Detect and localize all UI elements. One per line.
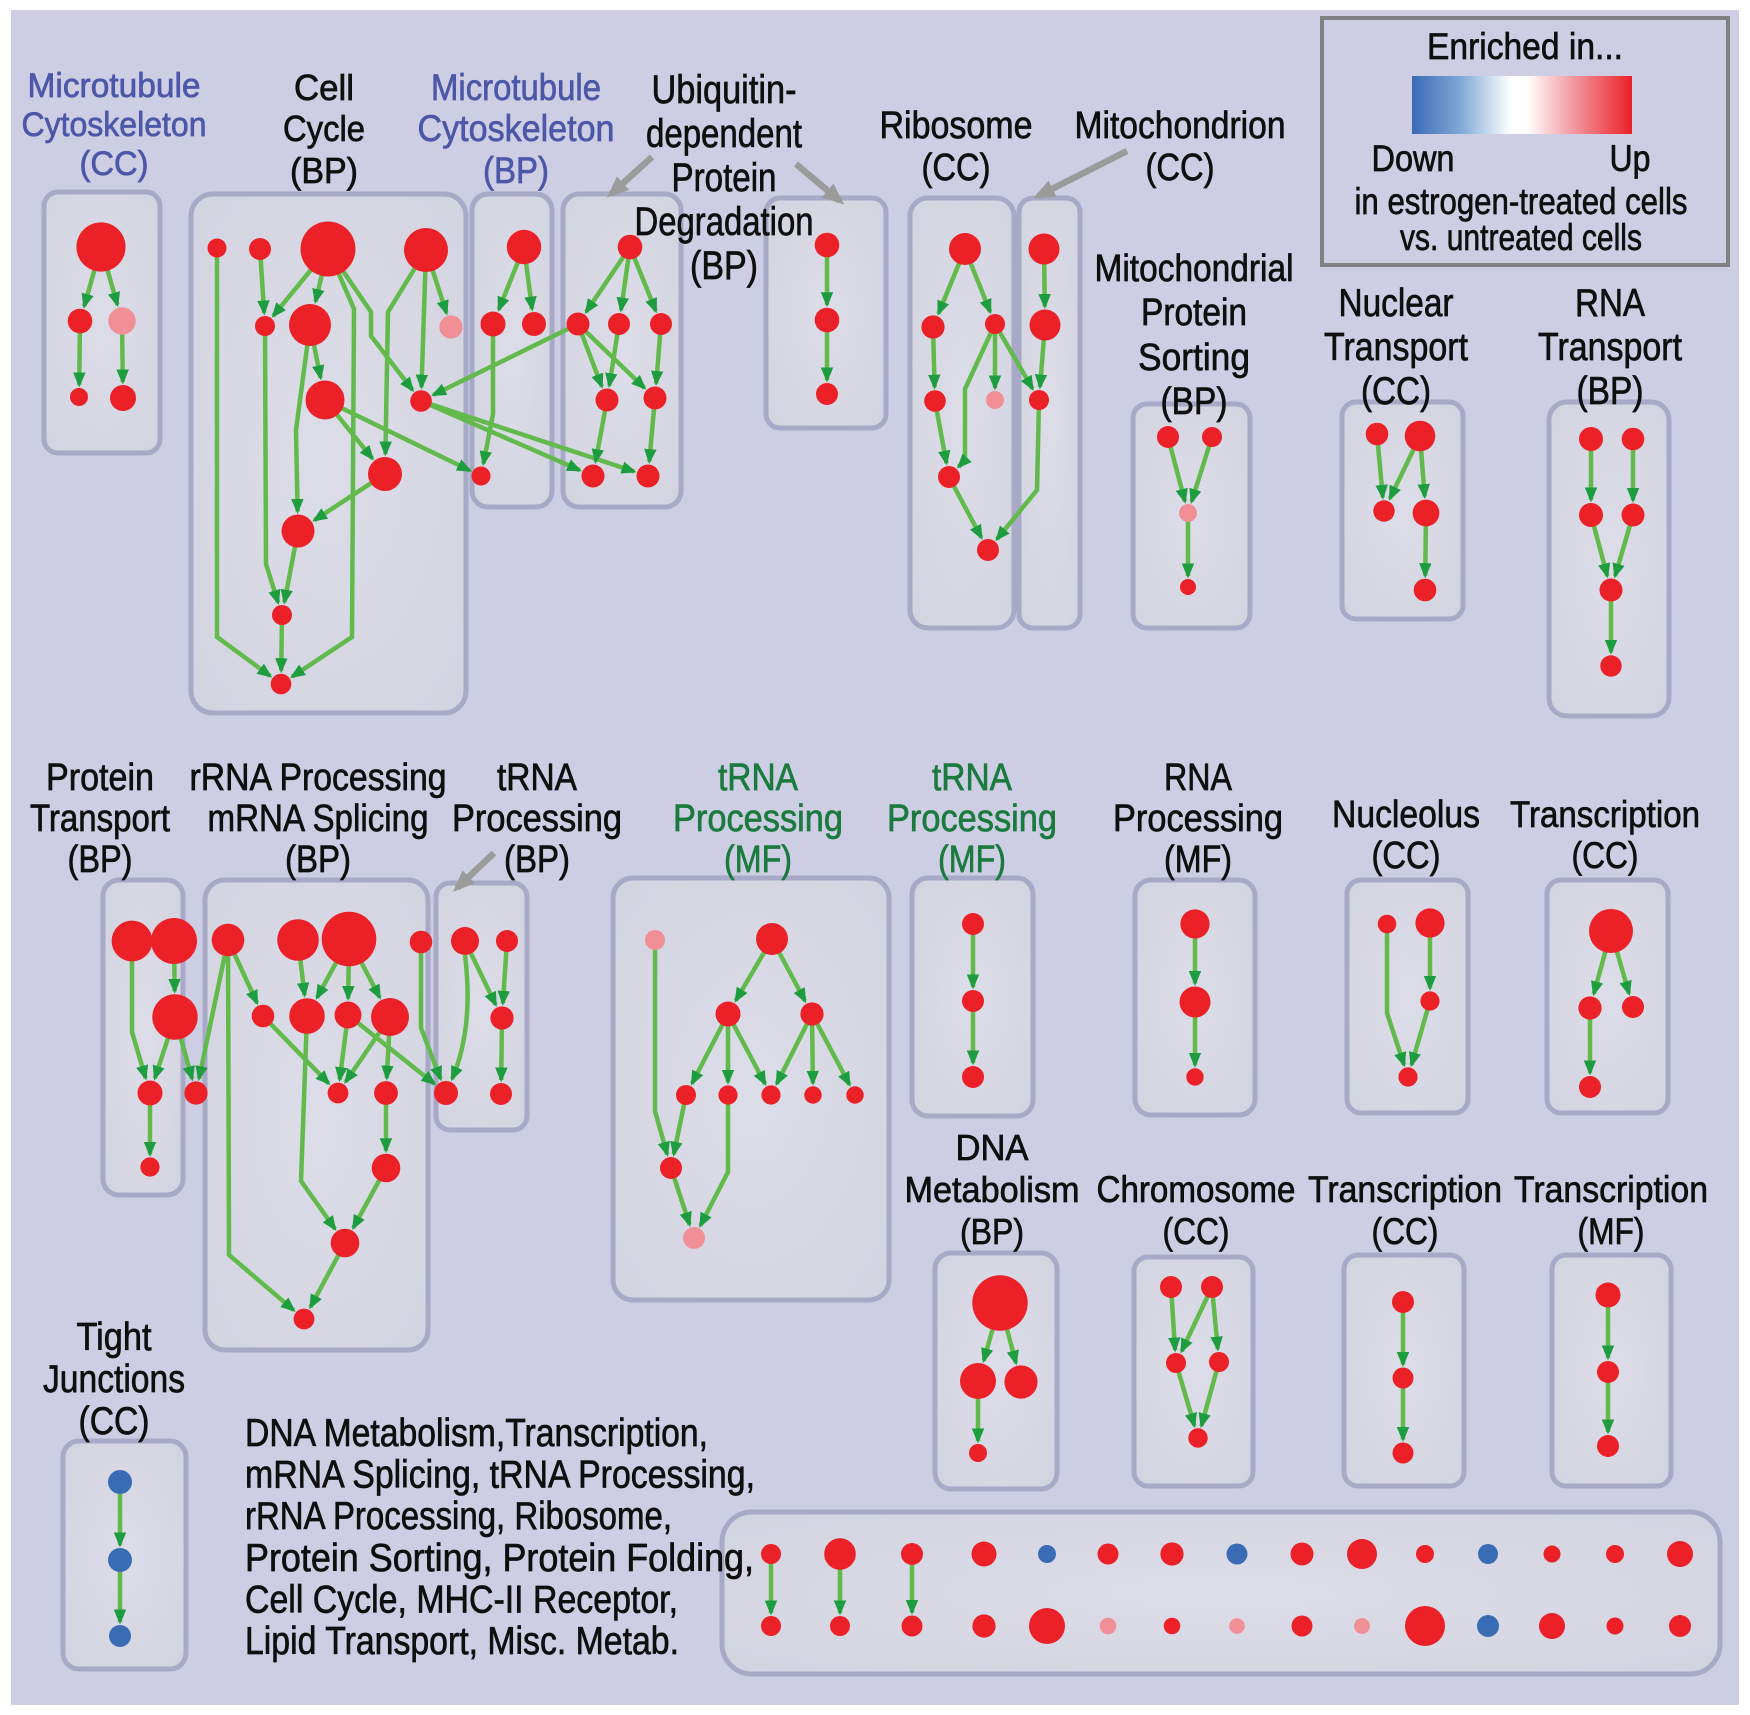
svg-text:(BP): (BP): [68, 839, 133, 881]
svg-text:Nucleolus: Nucleolus: [1332, 794, 1480, 836]
svg-text:Junctions: Junctions: [43, 1358, 185, 1401]
svg-text:(CC): (CC): [1361, 370, 1431, 413]
svg-text:Processing: Processing: [673, 798, 843, 840]
svg-text:Processing: Processing: [887, 798, 1057, 840]
svg-text:mRNA Splicing: mRNA Splicing: [208, 798, 429, 840]
svg-text:mRNA Splicing, tRNA Processing: mRNA Splicing, tRNA Processing,: [245, 1454, 755, 1497]
svg-text:(BP): (BP): [1161, 381, 1228, 423]
svg-text:RNA: RNA: [1575, 282, 1645, 325]
svg-text:(BP): (BP): [483, 150, 549, 191]
svg-text:Lipid Transport, Misc. Metab.: Lipid Transport, Misc. Metab.: [245, 1620, 679, 1663]
svg-text:Mitochondrion: Mitochondrion: [1075, 105, 1286, 147]
svg-text:(MF): (MF): [1164, 839, 1232, 881]
svg-text:Transport: Transport: [30, 798, 170, 840]
svg-text:Protein: Protein: [672, 156, 777, 200]
svg-text:Cycle: Cycle: [283, 108, 365, 149]
svg-text:Down: Down: [1372, 138, 1455, 179]
svg-text:vs. untreated cells: vs. untreated cells: [1400, 217, 1642, 258]
svg-text:Ubiquitin-: Ubiquitin-: [652, 68, 797, 112]
svg-text:dependent: dependent: [646, 112, 802, 156]
svg-text:in estrogen-treated cells: in estrogen-treated cells: [1355, 181, 1688, 222]
svg-text:Microtubule: Microtubule: [28, 67, 201, 105]
svg-text:Protein: Protein: [46, 757, 154, 799]
svg-text:(BP): (BP): [1577, 370, 1644, 413]
svg-text:Metabolism: Metabolism: [905, 1169, 1080, 1210]
svg-text:Transport: Transport: [1324, 326, 1468, 369]
svg-text:rRNA Processing, Ribosome,: rRNA Processing, Ribosome,: [245, 1495, 672, 1538]
svg-text:(CC): (CC): [922, 147, 991, 189]
svg-text:(CC): (CC): [1372, 1211, 1439, 1252]
svg-text:(BP): (BP): [285, 839, 351, 881]
svg-text:Transport: Transport: [1538, 326, 1682, 369]
svg-text:Up: Up: [1610, 138, 1651, 179]
svg-text:Cytoskeleton: Cytoskeleton: [22, 106, 207, 144]
svg-text:Protein: Protein: [1141, 292, 1247, 334]
svg-text:(CC): (CC): [1146, 147, 1215, 189]
svg-text:tRNA: tRNA: [497, 757, 578, 799]
svg-text:(MF): (MF): [724, 839, 792, 881]
svg-text:Protein Sorting, Protein Foldi: Protein Sorting, Protein Folding,: [245, 1537, 754, 1580]
svg-text:DNA: DNA: [956, 1127, 1029, 1168]
svg-text:Chromosome: Chromosome: [1097, 1169, 1296, 1210]
svg-text:DNA Metabolism,Transcription,: DNA Metabolism,Transcription,: [245, 1412, 708, 1455]
svg-text:Transcription: Transcription: [1514, 1169, 1708, 1210]
svg-text:RNA: RNA: [1164, 757, 1233, 799]
svg-text:(CC): (CC): [1572, 835, 1639, 876]
svg-text:Transcription: Transcription: [1510, 794, 1700, 835]
svg-text:(CC): (CC): [80, 145, 149, 183]
svg-text:Processing: Processing: [452, 798, 622, 840]
svg-text:Cytoskeleton: Cytoskeleton: [418, 108, 615, 149]
svg-text:Processing: Processing: [1113, 798, 1283, 840]
svg-text:(CC): (CC): [79, 1400, 150, 1443]
svg-text:(CC): (CC): [1372, 835, 1441, 877]
svg-text:tRNA: tRNA: [932, 757, 1013, 799]
svg-text:(BP): (BP): [690, 244, 758, 288]
svg-text:(MF): (MF): [1578, 1211, 1645, 1252]
svg-text:Sorting: Sorting: [1138, 337, 1250, 379]
svg-text:(CC): (CC): [1163, 1211, 1230, 1252]
svg-text:Degradation: Degradation: [635, 200, 814, 244]
svg-text:Ribosome: Ribosome: [880, 105, 1033, 147]
svg-text:(BP): (BP): [290, 150, 358, 191]
svg-text:Cell Cycle, MHC-II Receptor,: Cell Cycle, MHC-II Receptor,: [245, 1578, 678, 1621]
svg-text:Microtubule: Microtubule: [431, 67, 601, 108]
svg-text:tRNA: tRNA: [718, 757, 799, 799]
svg-text:Enriched in...: Enriched in...: [1427, 26, 1623, 67]
svg-text:(BP): (BP): [960, 1211, 1024, 1252]
svg-text:(BP): (BP): [504, 839, 570, 881]
svg-text:Tight: Tight: [77, 1316, 152, 1359]
svg-text:Cell: Cell: [294, 67, 354, 108]
svg-text:Nuclear: Nuclear: [1339, 282, 1454, 325]
svg-text:(MF): (MF): [938, 839, 1006, 881]
svg-text:Mitochondrial: Mitochondrial: [1095, 248, 1294, 290]
svg-text:Transcription: Transcription: [1308, 1169, 1502, 1210]
svg-text:rRNA Processing: rRNA Processing: [190, 757, 447, 799]
